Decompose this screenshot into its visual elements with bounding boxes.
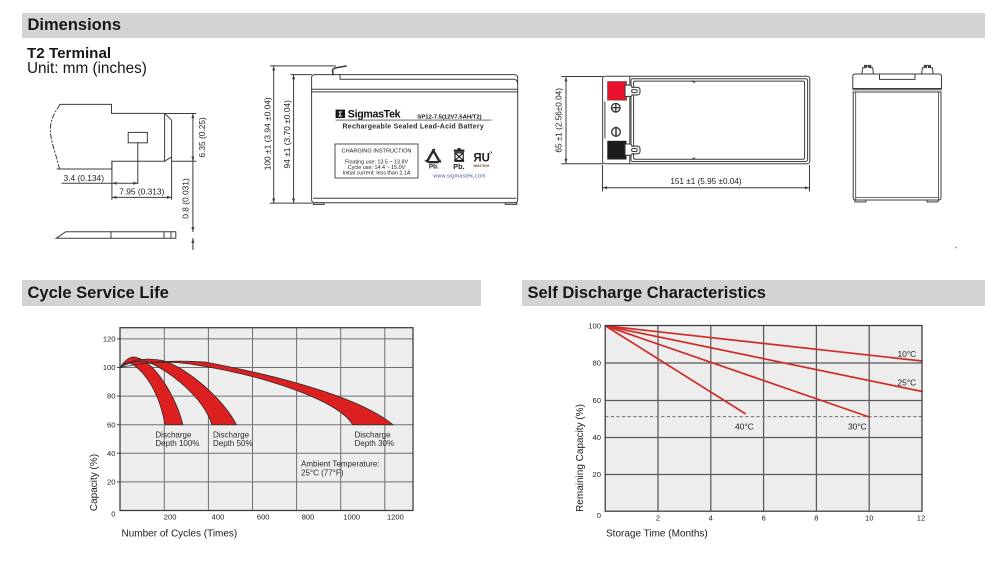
svg-text:200: 200 <box>164 513 177 522</box>
svg-text:Discharge: Discharge <box>355 430 392 439</box>
svg-text:60: 60 <box>107 420 115 429</box>
svg-text:60: 60 <box>593 396 601 405</box>
svg-text:800: 800 <box>302 513 315 522</box>
svg-text:Storage Time (Months): Storage Time (Months) <box>606 528 708 539</box>
svg-text:80: 80 <box>107 392 115 401</box>
svg-text:10°C: 10°C <box>898 349 917 359</box>
svg-text:Number of Cycles (Times): Number of Cycles (Times) <box>122 528 238 539</box>
svg-text:Discharge: Discharge <box>155 430 192 439</box>
svg-text:20: 20 <box>107 478 115 487</box>
svg-text:151 ±1 (5.95 ±0.04): 151 ±1 (5.95 ±0.04) <box>670 177 742 186</box>
svg-text:100 ±1 (3.94 ±0.04): 100 ±1 (3.94 ±0.04) <box>262 97 272 170</box>
svg-text:100: 100 <box>103 363 116 372</box>
svg-text:Floating use: 13.5 ~ 13.8V: Floating use: 13.5 ~ 13.8V <box>345 160 408 166</box>
svg-text:3.4 (0.134): 3.4 (0.134) <box>64 173 105 183</box>
svg-text:2: 2 <box>656 513 660 522</box>
svg-text:www.sigmastek.com: www.sigmastek.com <box>432 173 486 179</box>
svg-text:7.95 (0.313): 7.95 (0.313) <box>119 186 164 196</box>
svg-text:120: 120 <box>103 335 116 344</box>
svg-text:80: 80 <box>593 359 601 368</box>
svg-text:Capacity (%): Capacity (%) <box>89 454 100 511</box>
svg-text:25°C (77°F): 25°C (77°F) <box>301 469 344 478</box>
svg-text:CHARGING INSTRUCTION: CHARGING INSTRUCTION <box>342 148 412 154</box>
svg-text:Initial current: less than 2.1: Initial current: less than 2.1A <box>342 170 410 176</box>
svg-text:0.8 (0.031): 0.8 (0.031) <box>181 178 191 219</box>
svg-text:Depth 100%: Depth 100% <box>155 439 199 448</box>
svg-text:Pb.: Pb. <box>429 164 439 171</box>
svg-text:30°C: 30°C <box>848 422 867 432</box>
svg-text:6: 6 <box>761 513 765 522</box>
svg-text:Cycle use: 14.4 ~ 15.0V: Cycle use: 14.4 ~ 15.0V <box>348 165 406 171</box>
svg-text:40: 40 <box>107 449 115 458</box>
svg-text:SigmasTek: SigmasTek <box>348 109 401 121</box>
svg-text:Remaining Capacity (%): Remaining Capacity (%) <box>575 404 586 512</box>
svg-text:0: 0 <box>111 510 115 519</box>
svg-text:20: 20 <box>593 470 601 479</box>
svg-text:65 ±1 (2.56±0.04): 65 ±1 (2.56±0.04) <box>555 88 564 153</box>
svg-text:0: 0 <box>597 511 601 520</box>
svg-text:SP12-7.5(12V7.5AH/T2): SP12-7.5(12V7.5AH/T2) <box>417 115 481 121</box>
svg-text:MH47929: MH47929 <box>474 164 490 168</box>
svg-text:12: 12 <box>917 513 925 522</box>
svg-text:Rechargeable Sealed Lead-Acid: Rechargeable Sealed Lead-Acid Battery <box>343 124 485 131</box>
svg-text:600: 600 <box>257 513 270 522</box>
svg-text:25°C: 25°C <box>898 378 917 388</box>
svg-text:10: 10 <box>865 513 873 522</box>
svg-text:40: 40 <box>593 433 601 442</box>
svg-text:Pb.: Pb. <box>453 162 464 171</box>
svg-text:Discharge: Discharge <box>213 430 250 439</box>
svg-text:1200: 1200 <box>387 513 404 522</box>
svg-text:400: 400 <box>212 513 225 522</box>
svg-text:100: 100 <box>588 322 601 331</box>
svg-text:94 ±1 (3.70 ±0.04): 94 ±1 (3.70 ±0.04) <box>282 100 292 169</box>
svg-text:Ambient Temperature:: Ambient Temperature: <box>301 459 380 468</box>
svg-text:UR: UR <box>473 153 490 165</box>
svg-text:40°C: 40°C <box>735 422 754 432</box>
svg-text:Σ: Σ <box>338 112 342 119</box>
svg-text:4: 4 <box>709 513 713 522</box>
svg-text:1000: 1000 <box>343 513 360 522</box>
svg-text:Depth 50%: Depth 50% <box>213 439 253 448</box>
svg-text:Depth 30%: Depth 30% <box>355 439 395 448</box>
svg-text:6.35 (0.25): 6.35 (0.25) <box>197 117 207 158</box>
svg-text:8: 8 <box>814 513 818 522</box>
